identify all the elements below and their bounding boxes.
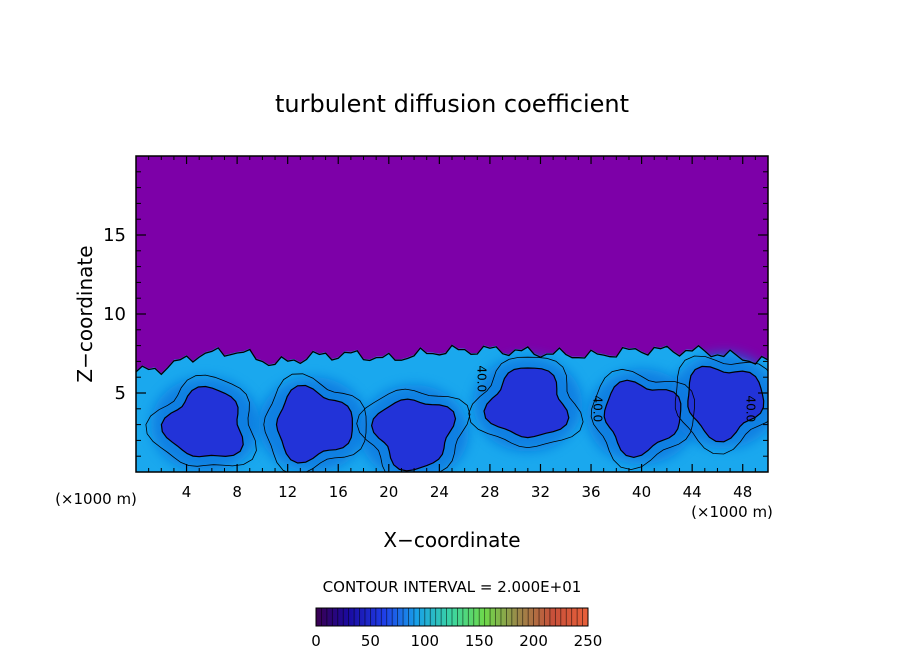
x-tick-label: 36 (581, 483, 600, 501)
x-tick-label: 48 (733, 483, 752, 501)
colorbar-tick-label: 250 (574, 632, 603, 650)
y-axis-label: Z−coordinate (73, 245, 97, 382)
eddy-core (687, 366, 764, 442)
contour-line (145, 374, 257, 467)
colorbar-tick-label: 100 (410, 632, 439, 650)
x-unit-left: (×1000 m) (55, 490, 137, 508)
chart-title: turbulent diffusion coefficient (275, 90, 629, 118)
contour-line (275, 384, 354, 464)
colorbar-tick-label: 0 (311, 632, 321, 650)
x-tick-label: 28 (480, 483, 499, 501)
eddy-core (161, 386, 244, 457)
y-axis-ticks: 5 10 15 (103, 171, 768, 457)
colorbar-labels: 0 50 100 150 200 250 (311, 632, 602, 650)
x-tick-label: 8 (232, 483, 242, 501)
x-unit-right: (×1000 m) (691, 503, 773, 521)
eddy-core (371, 399, 456, 471)
contour-line (160, 385, 244, 458)
x-tick-label: 20 (379, 483, 398, 501)
eddy-core (276, 385, 353, 463)
contour-line (263, 373, 367, 472)
contour-label: 40.0 (744, 395, 758, 422)
x-axis-ticks: 4 8 12 16 20 24 28 32 36 40 44 48 (148, 156, 756, 501)
contour-line (674, 355, 768, 455)
colorbar-tick-label: 50 (361, 632, 380, 650)
contour-line (603, 379, 682, 459)
colorbar-tick-label: 200 (519, 632, 548, 650)
x-tick-label: 40 (632, 483, 651, 501)
eddy-core (484, 368, 569, 438)
contour-lines (145, 355, 768, 472)
y-tick-label: 15 (103, 225, 126, 246)
x-tick-label: 4 (182, 483, 192, 501)
contour-line (590, 368, 695, 471)
plot-area: 40.0 40.0 40.0 (136, 156, 768, 472)
colorbar: 0 50 100 150 200 250 (311, 607, 602, 650)
contour-interval-text: CONTOUR INTERVAL = 2.000E+01 (323, 578, 582, 596)
y-tick-label: 10 (103, 304, 126, 325)
x-tick-label: 32 (531, 483, 550, 501)
colorbar-stripes (321, 608, 583, 626)
x-tick-label: 24 (430, 483, 449, 501)
contour-line (687, 365, 765, 443)
eddy-cores (161, 366, 764, 471)
contour-label: 40.0 (591, 395, 605, 422)
x-tick-label: 12 (278, 483, 297, 501)
contour-line (483, 367, 570, 439)
eddy-core (604, 380, 681, 458)
contour-line (468, 356, 584, 449)
contour-labels: 40.0 40.0 40.0 (474, 365, 757, 422)
contour-line (356, 388, 471, 472)
x-axis-label: X−coordinate (383, 528, 520, 552)
contour-line (370, 398, 457, 472)
x-tick-label: 44 (683, 483, 702, 501)
colorbar-tick-label: 150 (465, 632, 494, 650)
y-tick-label: 5 (115, 383, 126, 404)
x-tick-label: 16 (329, 483, 348, 501)
contour-label: 40.0 (474, 365, 488, 392)
boundary-layer-contour (136, 344, 768, 376)
